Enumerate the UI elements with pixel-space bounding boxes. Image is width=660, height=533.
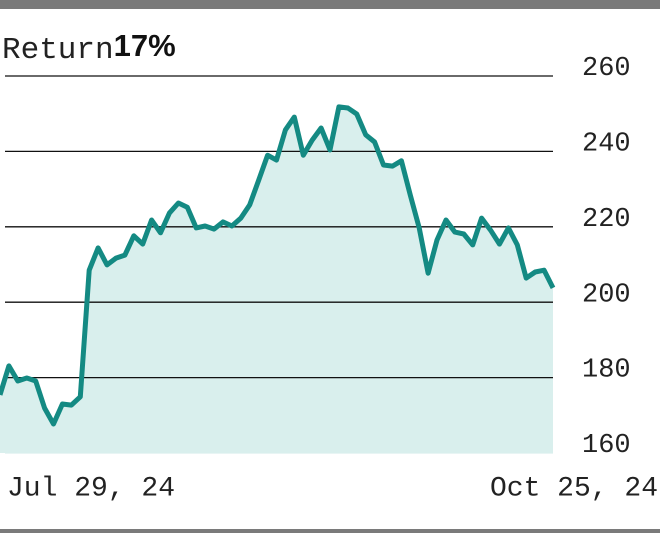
x-tick-label: Oct 25, 24	[490, 473, 658, 504]
x-tick-label: Jul 29, 24	[7, 473, 175, 504]
y-tick-label: 240	[582, 130, 631, 160]
y-tick-label: 160	[582, 431, 631, 461]
plot: 160 180 200 220 240 260 Jul 29, 24 Oct 25, 24	[0, 54, 658, 504]
y-tick-label: 200	[582, 280, 631, 310]
y-tick-label: 260	[582, 54, 631, 84]
chart-title: Return	[2, 33, 114, 68]
top-bar	[0, 0, 660, 9]
area-fill	[0, 106, 553, 454]
y-tick-label: 180	[582, 356, 631, 386]
y-tick-label: 220	[582, 205, 631, 235]
return-value: 17%	[114, 28, 176, 63]
bottom-bar	[0, 529, 660, 533]
price-line	[0, 104, 556, 427]
